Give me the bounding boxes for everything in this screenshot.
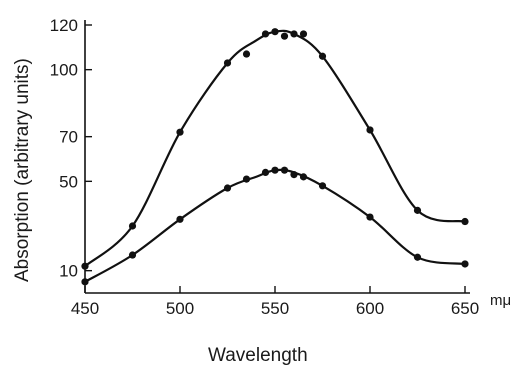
series-1-point [413, 206, 422, 214]
curves [84, 29, 466, 283]
series-2-point [128, 251, 137, 259]
series-1-point [461, 217, 469, 226]
series-1-point [318, 52, 327, 60]
series-2-point [223, 184, 232, 192]
series-2-point [318, 182, 327, 190]
series-1-point [242, 50, 251, 58]
series-1-point [290, 30, 298, 38]
x-tick-label: 500 [166, 299, 194, 318]
ticks: 450 500 550 600 650 10 50 70 100 120 [50, 16, 480, 318]
y-tick-label: 100 [50, 61, 78, 80]
series-1-point [223, 59, 232, 67]
series-1-point [81, 262, 89, 270]
x-axis-label: Wavelength [208, 345, 308, 366]
y-axis-label: Absorption (arbitrary units) [12, 58, 33, 282]
series-2-point [299, 173, 308, 181]
series-2-point [176, 215, 184, 223]
x-unit-label: mμ [490, 292, 511, 309]
series-1-point [366, 126, 374, 134]
x-tick-label: 450 [71, 299, 99, 318]
series-2-point [413, 253, 422, 261]
series-1-point [128, 222, 137, 230]
x-tick-label: 600 [356, 299, 384, 318]
x-tick-label: 550 [261, 299, 289, 318]
series-1-point [261, 30, 270, 38]
y-tick-label: 70 [59, 128, 78, 147]
series-2-point [461, 260, 469, 268]
series-2-curve [84, 168, 466, 283]
y-tick-label: 50 [59, 172, 78, 191]
series-2-point [242, 175, 251, 183]
data-points [81, 28, 469, 286]
series-2-point [261, 168, 270, 176]
series-2-point [271, 166, 279, 174]
y-tick-label: 120 [50, 16, 78, 35]
axes [84, 20, 470, 294]
y-tick-label: 10 [59, 262, 78, 281]
series-2-point [81, 278, 89, 286]
series-1-point [299, 30, 308, 38]
series-1-point [176, 128, 184, 136]
series-1-point [271, 28, 279, 36]
series-1-point [280, 32, 289, 40]
series-2-point [366, 213, 374, 221]
series-2-point [290, 171, 298, 179]
series-2-point [280, 166, 289, 174]
x-tick-label: 650 [451, 299, 479, 318]
series-1-curve [84, 29, 466, 268]
